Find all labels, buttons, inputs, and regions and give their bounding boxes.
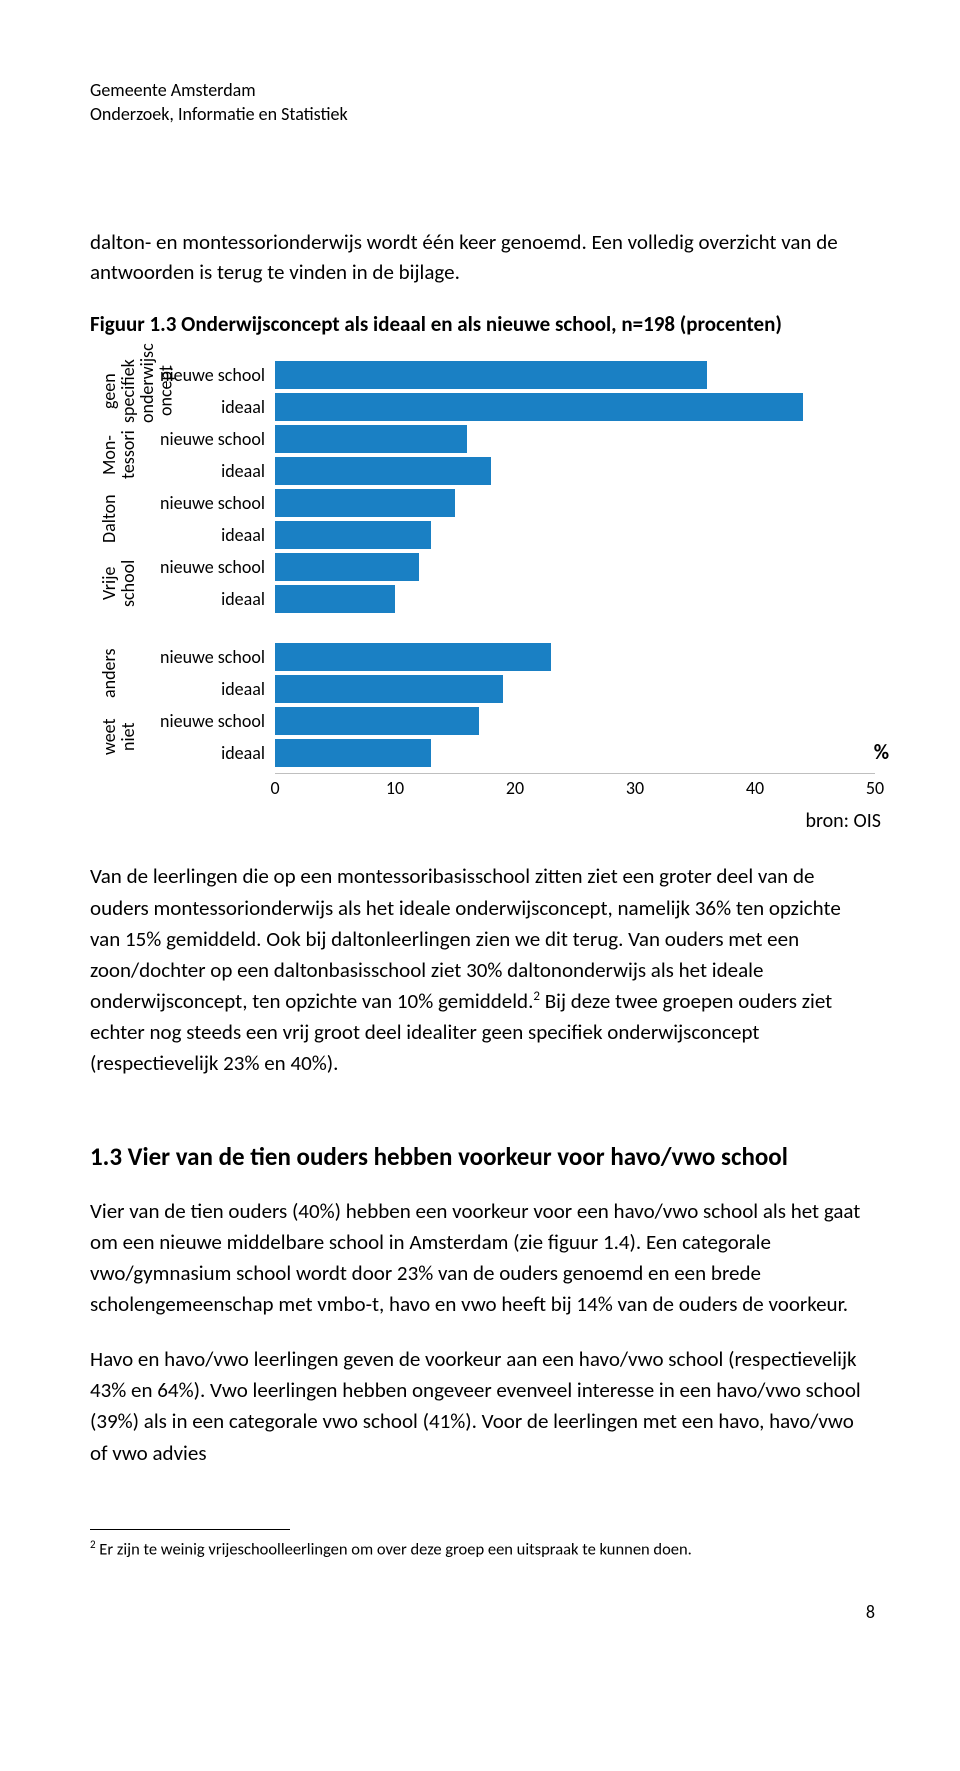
chart-bar	[275, 675, 503, 703]
body-paragraph-2: Vier van de tien ouders (40%) hebben een…	[90, 1196, 875, 1320]
x-axis-tick: 20	[506, 777, 524, 799]
figure-caption: Figuur 1.3 Onderwijsconcept als ideaal e…	[90, 311, 875, 337]
chart-bar-label: nieuwe school	[148, 551, 275, 583]
chart-group-label: Mon- tessori	[100, 423, 148, 487]
chart-bar-label: ideaal	[148, 519, 275, 551]
chart-group-label: anders	[100, 641, 147, 705]
chart-bar-label: nieuwe school	[148, 423, 275, 455]
chart-bar	[275, 457, 491, 485]
chart-group-label: Vrije school	[100, 551, 148, 615]
chart-bar	[275, 707, 479, 735]
chart-bar	[275, 425, 467, 453]
chart-bar	[275, 393, 803, 421]
x-axis-tick: 0	[270, 777, 279, 799]
chart-bar	[275, 489, 455, 517]
doc-header: Gemeente Amsterdam Onderzoek, Informatie…	[90, 78, 875, 127]
footnote-ref-2: 2	[533, 989, 540, 1004]
body-paragraph-3: Havo en havo/vwo leerlingen geven de voo…	[90, 1344, 875, 1468]
chart-bar	[275, 361, 707, 389]
chart-bar	[275, 521, 431, 549]
chart-source: bron: OIS	[275, 809, 881, 833]
x-axis: 01020304050	[275, 773, 875, 807]
chart-group-label: geen specifiek onderwijsc oncept	[100, 359, 148, 423]
page-number: 8	[90, 1601, 875, 1653]
chart-bar	[275, 739, 431, 767]
section-heading: 1.3 Vier van de tien ouders hebben voork…	[90, 1141, 875, 1172]
chart-bar-label: nieuwe school	[147, 705, 275, 737]
intro-paragraph: dalton- en montessorionderwijs wordt één…	[90, 227, 875, 288]
chart-bar	[275, 553, 419, 581]
footnote: 2 Er zijn te weinig vrijeschoolleerlinge…	[90, 1538, 875, 1561]
header-line-1: Gemeente Amsterdam	[90, 78, 875, 102]
header-line-2: Onderzoek, Informatie en Statistiek	[90, 102, 875, 126]
bar-chart: geen specifiek onderwijsc onceptMon- tes…	[100, 359, 875, 833]
footnote-text: Er zijn te weinig vrijeschoolleerlingen …	[96, 1539, 692, 1559]
chart-bar-label: ideaal	[147, 737, 275, 769]
chart-bar-label: ideaal	[148, 455, 275, 487]
body-paragraph-1: Van de leerlingen die op een montessorib…	[90, 861, 875, 1079]
x-axis-tick: 30	[626, 777, 644, 799]
chart-bar-label: nieuwe school	[147, 641, 275, 673]
chart-group-label: weet niet	[100, 705, 147, 769]
chart-bar-label: ideaal	[148, 583, 275, 615]
x-axis-tick: 10	[386, 777, 404, 799]
chart-bar	[275, 585, 395, 613]
x-axis-tick: 40	[746, 777, 764, 799]
chart-bar-label: ideaal	[147, 673, 275, 705]
chart-bar-label: nieuwe school	[148, 487, 275, 519]
x-axis-tick: 50	[866, 777, 884, 799]
chart-group-label: Dalton	[100, 487, 148, 551]
chart-bar	[275, 643, 551, 671]
percent-symbol: %	[874, 739, 889, 765]
footnote-divider	[90, 1529, 290, 1530]
